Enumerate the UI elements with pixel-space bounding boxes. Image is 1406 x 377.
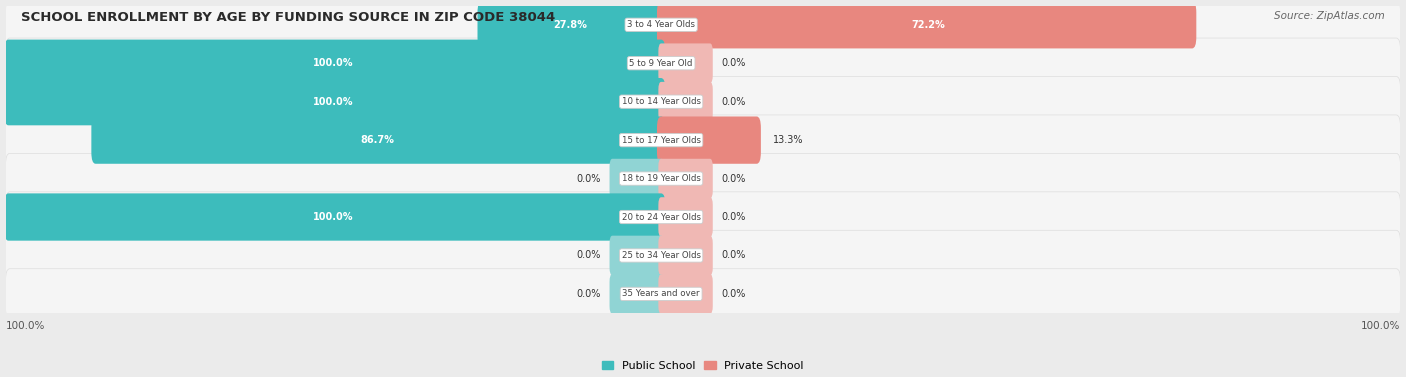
Text: 100.0%: 100.0%	[314, 58, 353, 68]
FancyBboxPatch shape	[658, 43, 713, 83]
Text: 86.7%: 86.7%	[360, 135, 394, 145]
FancyBboxPatch shape	[6, 0, 1400, 50]
Text: 13.3%: 13.3%	[773, 135, 804, 145]
FancyBboxPatch shape	[6, 38, 1400, 89]
FancyBboxPatch shape	[478, 1, 665, 48]
Text: 100.0%: 100.0%	[6, 321, 45, 331]
FancyBboxPatch shape	[658, 236, 713, 275]
Legend: Public School, Private School: Public School, Private School	[598, 356, 808, 375]
Text: 0.0%: 0.0%	[576, 250, 602, 261]
Text: 10 to 14 Year Olds: 10 to 14 Year Olds	[621, 97, 700, 106]
Text: 0.0%: 0.0%	[721, 289, 745, 299]
Text: 100.0%: 100.0%	[314, 97, 353, 107]
Text: 35 Years and over: 35 Years and over	[623, 290, 700, 299]
Text: 0.0%: 0.0%	[721, 212, 745, 222]
Text: SCHOOL ENROLLMENT BY AGE BY FUNDING SOURCE IN ZIP CODE 38044: SCHOOL ENROLLMENT BY AGE BY FUNDING SOUR…	[21, 11, 555, 24]
FancyBboxPatch shape	[610, 236, 664, 275]
Text: 3 to 4 Year Olds: 3 to 4 Year Olds	[627, 20, 695, 29]
FancyBboxPatch shape	[658, 159, 713, 198]
FancyBboxPatch shape	[6, 115, 1400, 165]
FancyBboxPatch shape	[657, 1, 1197, 48]
Text: 20 to 24 Year Olds: 20 to 24 Year Olds	[621, 213, 700, 222]
FancyBboxPatch shape	[4, 78, 665, 125]
Text: 25 to 34 Year Olds: 25 to 34 Year Olds	[621, 251, 700, 260]
Text: Source: ZipAtlas.com: Source: ZipAtlas.com	[1274, 11, 1385, 21]
FancyBboxPatch shape	[4, 40, 665, 87]
FancyBboxPatch shape	[6, 77, 1400, 127]
FancyBboxPatch shape	[6, 230, 1400, 280]
FancyBboxPatch shape	[6, 269, 1400, 319]
Text: 18 to 19 Year Olds: 18 to 19 Year Olds	[621, 174, 700, 183]
FancyBboxPatch shape	[91, 116, 665, 164]
Text: 100.0%: 100.0%	[314, 212, 353, 222]
FancyBboxPatch shape	[658, 197, 713, 237]
Text: 72.2%: 72.2%	[911, 20, 945, 30]
Text: 5 to 9 Year Old: 5 to 9 Year Old	[630, 59, 693, 68]
FancyBboxPatch shape	[657, 116, 761, 164]
FancyBboxPatch shape	[658, 82, 713, 121]
FancyBboxPatch shape	[6, 153, 1400, 204]
FancyBboxPatch shape	[4, 193, 665, 241]
Text: 15 to 17 Year Olds: 15 to 17 Year Olds	[621, 136, 700, 145]
Text: 0.0%: 0.0%	[721, 58, 745, 68]
FancyBboxPatch shape	[610, 159, 664, 198]
Text: 27.8%: 27.8%	[553, 20, 586, 30]
Text: 0.0%: 0.0%	[576, 289, 602, 299]
Text: 0.0%: 0.0%	[721, 250, 745, 261]
FancyBboxPatch shape	[610, 274, 664, 314]
Text: 100.0%: 100.0%	[1361, 321, 1400, 331]
Text: 0.0%: 0.0%	[721, 173, 745, 184]
FancyBboxPatch shape	[658, 274, 713, 314]
Text: 0.0%: 0.0%	[576, 173, 602, 184]
FancyBboxPatch shape	[6, 192, 1400, 242]
Text: 0.0%: 0.0%	[721, 97, 745, 107]
